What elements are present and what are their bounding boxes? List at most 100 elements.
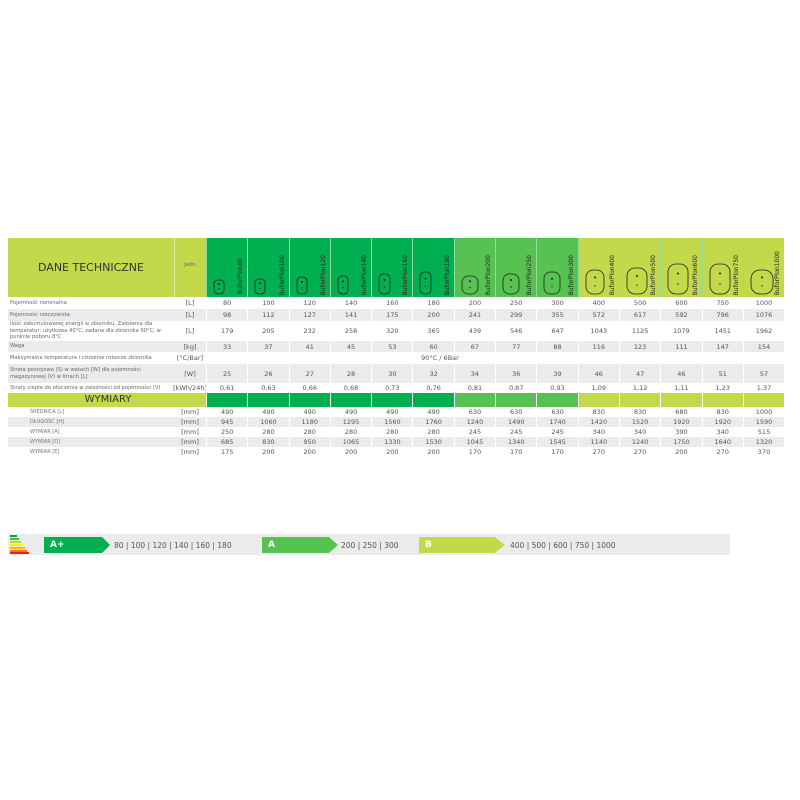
cell-value: 47 [618,364,661,383]
table-row: Pojemność nominalna [L] 80 100 120 140 160 180 2… [8,297,794,309]
product-name: BuforPlon600 [691,254,699,295]
cell-value: 26 [247,364,289,383]
cell-value: 1545 [536,437,578,447]
cell-value: 280 [412,427,453,437]
cell-value: 1000 [742,407,784,417]
dimensions-band-cell [536,393,578,407]
cell-value: 175 [371,309,413,321]
dimensions-band-cell [288,393,330,407]
cell-value: 1920 [701,417,743,427]
cell-value: 592 [660,309,702,321]
product-header-buforplon120: BuforPlon120 [288,238,330,297]
cell-value: 490 [247,407,288,417]
cell-value: 270 [701,447,743,457]
cell-value: 232 [288,321,330,341]
cell-value: 36 [495,364,537,383]
cell-value: 1490 [495,417,537,427]
table-row: DŁUGOŚĆ [H] [mm] 945 1060 1180 1295 1560 1760 12… [8,417,794,427]
cell-value: 39 [536,364,578,383]
cell-value: 33 [206,341,248,352]
cell-value: 0,63 [247,383,288,393]
cell-value: 1590 [742,417,785,427]
cell-value: 1640 [701,437,743,447]
cell-value: 830 [701,407,743,417]
row-unit: [mm] [174,417,206,427]
cell-value: 490 [371,407,412,417]
tank-icon [543,271,561,295]
dimensions-band-cell [247,393,289,407]
cell-value: 245 [453,427,495,437]
cell-value: 1330 [371,437,413,447]
cell-value: 340 [618,427,660,437]
cell-value: 0,76 [412,383,453,393]
cell-value: 154 [742,341,785,352]
table-header: DANE TECHNICZNE Jedn. BuforPlon80 BuforPl… [8,238,794,297]
cell-value: 270 [577,447,619,457]
cell-value: 1962 [742,321,784,341]
cell-value: 0,87 [495,383,536,393]
tank-icon [502,273,520,295]
cell-value: 98 [206,309,248,321]
cell-value: 299 [495,309,537,321]
tank-icon [709,263,730,295]
product-header-buforplon1000: BuforPlon1000 [742,238,785,297]
cell-value: 57 [742,364,785,383]
cell-value: 1,37 [742,383,784,393]
table-row: Pojemność rzeczywista [L] 98 112 127 141 175 20… [8,309,794,321]
cell-value: 1043 [577,321,619,341]
cell-value: 180 [412,297,453,309]
energy-models-a: 200 | 250 | 300 [341,540,399,550]
table-row: WYMIAR [E] [mm] 175 200 200 200 200 200 170 170 17… [8,447,794,457]
cell-value: 200 [412,309,454,321]
cell-value: 245 [536,427,577,437]
cell-value: 0,68 [329,383,371,393]
cell-value: 120 [288,297,330,309]
cell-value: 200 [412,447,453,457]
cell-value: 280 [371,427,412,437]
tank-icon [461,275,479,295]
cell-value: 365 [412,321,453,341]
table-row: Maksymalna temperatura i ciśnienie roboc… [8,352,794,364]
cell-value: 1,23 [701,383,743,393]
cell-value: 41 [288,341,330,352]
row-label: Waga [8,341,174,352]
cell-value: 0,66 [288,383,330,393]
product-name: BuforPlon100 [278,254,286,295]
row-unit: [L] [185,327,195,335]
cell-value: 0,93 [536,383,577,393]
cell-value: 1560 [371,417,413,427]
cell-value: 1,09 [577,383,619,393]
cell-value: 950 [288,437,330,447]
tank-icon [337,275,349,295]
product-header-buforplon400: BuforPlon400 [577,238,619,297]
product-header-buforplon140: BuforPlon140 [329,238,372,297]
cell-value: 340 [577,427,619,437]
cell-value: 1125 [618,321,660,341]
cell-value: 123 [618,341,661,352]
product-header-buforplon300: BuforPlon300 [536,238,578,297]
energy-scale-icon [10,535,29,554]
cell-value: 170 [536,447,577,457]
energy-class-a-plus: A+ [44,537,110,553]
row-unit: [mm] [181,408,199,416]
row-label: ŚREDNICA [L] [30,408,65,415]
table-row: WYMIAR [D] [mm] 685 830 950 1065 1330 1530 1045 1… [8,437,794,447]
cell-value: 390 [660,427,701,437]
cell-value: 46 [660,364,702,383]
row-unit: [mm] [181,448,199,456]
cell-value: 1140 [577,437,619,447]
product-name: BuforPlon250 [526,254,534,295]
dimensions-band-cell [742,393,785,407]
dimensions-band-cell [371,393,413,407]
cell-value: 1451 [701,321,743,341]
row-label: WYMIAR [A] [30,428,60,435]
cell-value: 160 [371,297,412,309]
energy-class-bar: A+ 80 | 100 | 120 | 140 | 160 | 180 A 20… [8,534,730,555]
table-row: Ilość zakumulowanej energii w zbiorniku.… [8,321,794,341]
product-header-buforplon200: BuforPlon200 [453,238,496,297]
cell-value: 647 [536,321,577,341]
cell-value: 280 [288,427,330,437]
product-header-buforplon80: BuforPlon80 [206,238,248,297]
cell-value: 1065 [329,437,372,447]
cell-value: 340 [701,427,743,437]
